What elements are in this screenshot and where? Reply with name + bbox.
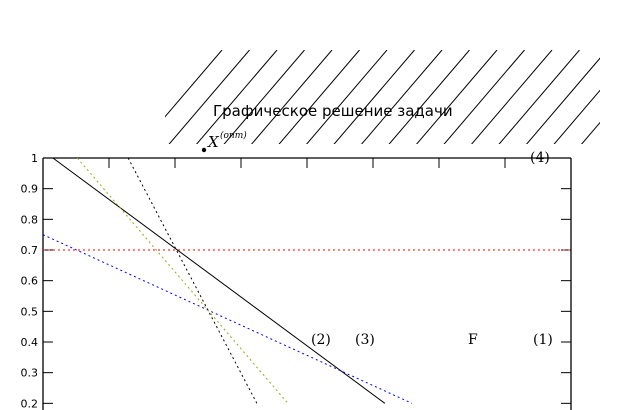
axes: 0.2 0.3 0.4 0.5 0.6 0.7 0.8 0.9 1 bbox=[21, 152, 572, 410]
hatch-line bbox=[306, 50, 388, 144]
series-line-1 bbox=[43, 234, 413, 404]
hatch-line bbox=[388, 50, 470, 144]
y-tick-label: 0.6 bbox=[21, 275, 39, 288]
infeasible-region-hatching bbox=[165, 50, 630, 146]
hatch-line bbox=[498, 50, 580, 144]
hatch-line bbox=[223, 50, 305, 144]
hatch-line bbox=[553, 89, 600, 144]
curve-label-1: (1) bbox=[533, 332, 553, 348]
curve-label-f: F bbox=[468, 332, 478, 348]
curve-label-2: (2) bbox=[311, 332, 331, 348]
hatch-line bbox=[581, 121, 600, 144]
y-tick-label: 0.2 bbox=[21, 397, 39, 410]
hatch-line bbox=[251, 50, 333, 144]
series-line-2 bbox=[127, 158, 258, 404]
y-tick-label: 0.3 bbox=[21, 367, 39, 380]
curve-label-4: (4) bbox=[530, 150, 550, 166]
curve-label-3: (3) bbox=[355, 332, 375, 348]
series-line-3 bbox=[76, 158, 289, 404]
optimum-label-superscript: (опт) bbox=[220, 130, 247, 141]
y-tick-label: 0.8 bbox=[21, 213, 39, 226]
optimum-point bbox=[201, 147, 207, 153]
y-tick-label: 0.9 bbox=[21, 183, 39, 196]
hatch-line bbox=[361, 50, 443, 144]
y-tick-label: 0.5 bbox=[21, 305, 39, 318]
y-tick-label: 0.7 bbox=[21, 244, 39, 257]
hatch-line bbox=[168, 50, 250, 144]
hatch-line bbox=[471, 50, 553, 144]
hatch-line bbox=[608, 50, 630, 146]
y-tick-label: 0.4 bbox=[21, 336, 39, 349]
hatch-line bbox=[443, 50, 525, 144]
hatch-line bbox=[416, 50, 498, 144]
series-lines bbox=[43, 158, 571, 404]
hatch-line bbox=[526, 57, 600, 144]
optimum-label-base: X bbox=[207, 133, 220, 151]
series-line-f bbox=[52, 158, 386, 404]
y-tick-label: 1 bbox=[31, 152, 38, 165]
hatch-line bbox=[196, 50, 278, 144]
hatch-line bbox=[278, 50, 360, 144]
hatch-line bbox=[333, 50, 415, 144]
chart-title: Графическое решение задачи bbox=[213, 102, 453, 120]
hatch-line bbox=[165, 50, 223, 118]
